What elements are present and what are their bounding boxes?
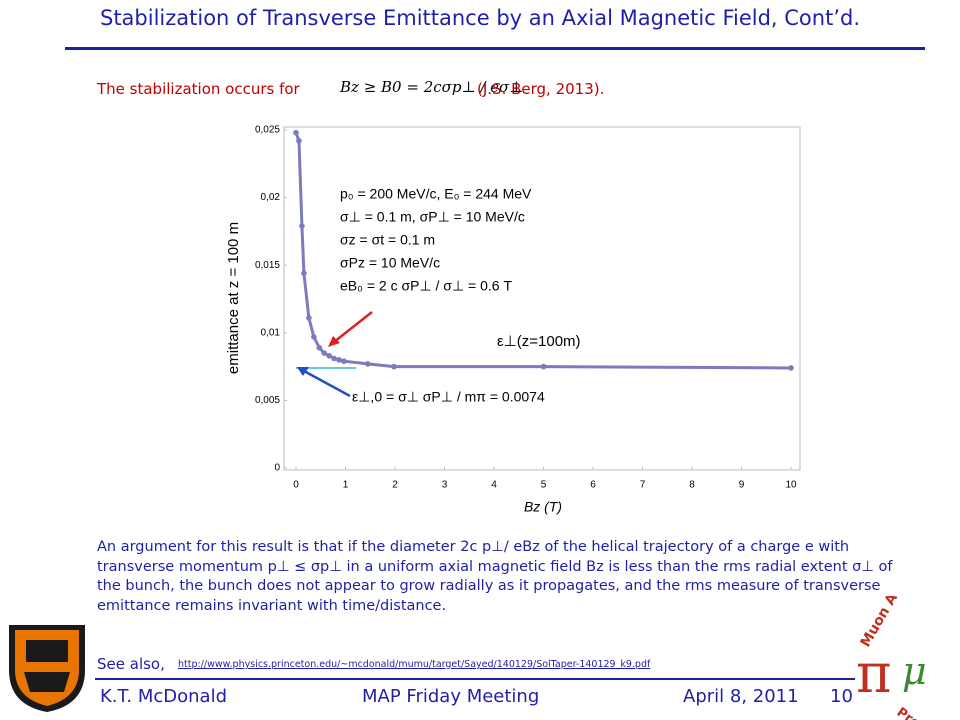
data-point — [788, 365, 794, 371]
parameter-note: eB₀ = 2 c σP⊥ / σ⊥ = 0.6 T — [340, 278, 512, 294]
footer-meeting: MAP Friday Meeting — [362, 686, 540, 707]
x-tick-label: 10 — [785, 480, 797, 491]
y-tick-label: 0,025 — [255, 125, 280, 136]
data-point — [316, 344, 323, 351]
x-tick-label: 3 — [442, 480, 448, 491]
data-point — [293, 129, 299, 136]
y-tick-label: 0,01 — [261, 327, 281, 338]
y-tick-label: 0,015 — [255, 260, 280, 271]
data-line — [294, 132, 792, 370]
paragraph: An argument for this result is that if t… — [97, 539, 893, 614]
intro-text: The stabilization occurs for — [97, 80, 300, 98]
parameter-note: σ⊥ = 0.1 m, σP⊥ = 10 MeV/c — [340, 209, 525, 225]
title-rule — [65, 47, 925, 50]
y-axis-label: emittance at z = 100 m — [225, 222, 242, 374]
data-point — [301, 270, 307, 277]
data-point — [331, 355, 337, 362]
formula: Bz ≥ B0 = 2cσp⊥ / eσ⊥ — [340, 78, 524, 96]
data-point — [306, 315, 312, 321]
data-point — [296, 138, 302, 144]
princeton-logo — [9, 625, 85, 712]
red-arrow-head — [328, 336, 340, 347]
see-also: See also, — [97, 655, 165, 673]
data-point — [326, 352, 332, 359]
footer-date: April 8, 2011 — [683, 686, 799, 707]
footer-rule — [95, 678, 855, 680]
data-point — [336, 357, 342, 363]
y-tick-label: 0,02 — [261, 192, 281, 203]
x-tick-label: 5 — [541, 480, 547, 491]
red-arrow — [333, 311, 373, 343]
x-tick-label: 4 — [491, 480, 497, 491]
parameter-note: σPz = 10 MeV/c — [340, 255, 440, 271]
data-point — [321, 350, 328, 356]
footer-page: 10 — [830, 686, 853, 707]
data-point — [364, 361, 371, 367]
parameter-note: σz = σt = 0.1 m — [340, 232, 435, 248]
x-tick-label: 2 — [392, 480, 398, 491]
x-tick-label: 8 — [689, 480, 695, 491]
footer-author: K.T. McDonald — [100, 686, 227, 707]
data-point — [299, 223, 305, 229]
x-tick-label: 9 — [739, 480, 745, 491]
x-tick-label: 0 — [293, 480, 299, 491]
blue-arrow-head — [297, 367, 309, 376]
y-tick-label: 0,005 — [255, 395, 280, 406]
data-point — [391, 363, 397, 370]
logo-pi: π — [856, 642, 892, 705]
blue-arrow — [303, 369, 351, 398]
data-point — [341, 358, 347, 364]
data-point — [311, 334, 317, 340]
x-axis-label: Bz (T) — [524, 499, 562, 515]
y-tick-label: 0 — [274, 463, 280, 474]
data-point — [540, 363, 547, 370]
shield-chevron — [24, 640, 70, 692]
parameter-note: p₀ = 200 MeV/c, E₀ = 244 MeV — [340, 186, 532, 202]
map-logo: Muon Accelerator π μ Program — [856, 596, 954, 720]
x-tick-label: 6 — [590, 480, 596, 491]
logo-mu: μ — [902, 649, 927, 693]
floor-label: ε⊥,0 = σ⊥ σP⊥ / mπ = 0.0074 — [352, 389, 545, 405]
citation: (J.S. Berg, 2013). — [477, 80, 605, 98]
curve-label: ε⊥(z=100m) — [497, 333, 581, 350]
reference-link[interactable]: http://www.physics.princeton.edu/~mcdona… — [178, 659, 651, 670]
plot-frame — [283, 126, 801, 471]
logo-bottom: Program — [894, 705, 954, 720]
x-tick-label: 1 — [343, 480, 349, 491]
slide-title: Stabilization of Transverse Emittance by… — [99, 6, 861, 30]
x-tick-label: 7 — [640, 480, 646, 491]
